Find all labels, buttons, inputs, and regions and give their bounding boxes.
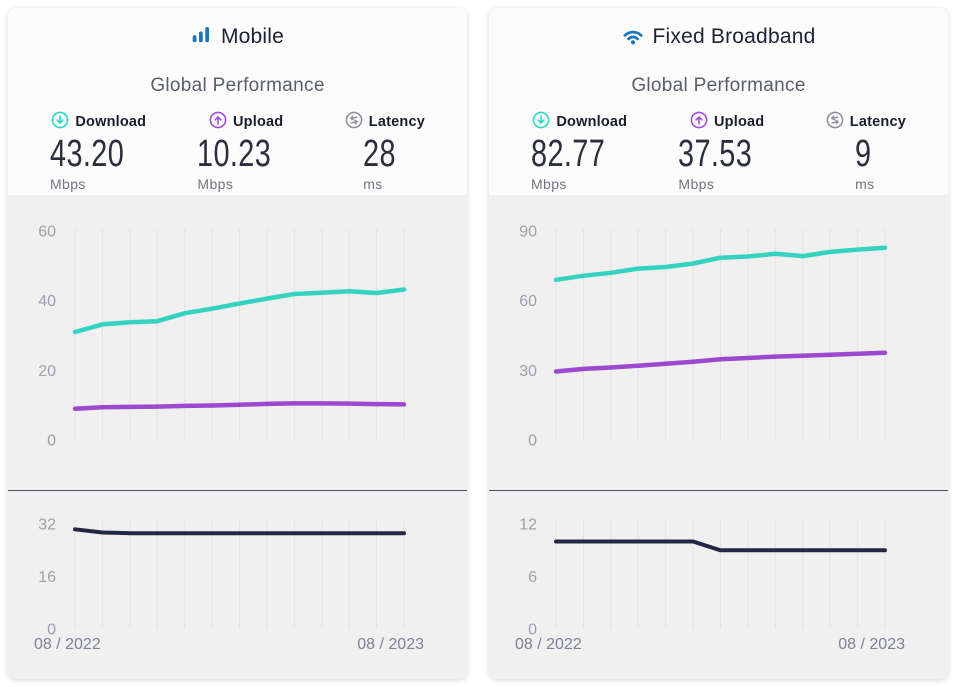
stat-unit: ms [855, 175, 875, 192]
latency-icon [345, 111, 363, 134]
fixed-broadband-panel: Fixed Broadband Global Performance Downl… [489, 8, 948, 679]
chart-divider [8, 490, 467, 491]
fixed-charts: 0 30 60 90 0 6 12 08 / 2022 08 / 2023 [489, 195, 948, 679]
svg-text:0: 0 [47, 433, 56, 450]
svg-text:0: 0 [528, 622, 537, 639]
mobile-charts: 0 20 40 60 0 16 32 08 / 2022 08 / 2023 [8, 195, 467, 679]
chart-divider [489, 490, 948, 491]
stat-label: Upload [233, 114, 284, 130]
stat-value: 37.53 [678, 133, 753, 175]
stat-value: 9 [855, 133, 872, 175]
svg-text:32: 32 [38, 517, 56, 534]
svg-text:30: 30 [519, 363, 537, 380]
stat-value: 43.20 [50, 133, 125, 175]
stat-unit: Mbps [197, 175, 234, 192]
mobile-speed-chart: 0 20 40 60 [38, 224, 407, 450]
mobile-bars-icon [191, 24, 212, 50]
svg-text:60: 60 [38, 224, 56, 241]
svg-text:20: 20 [38, 363, 56, 380]
mobile-latency-chart: 0 16 32 08 / 2022 08 / 2023 [34, 517, 424, 654]
stat-label: Latency [368, 114, 425, 130]
svg-text:08 / 2023: 08 / 2023 [838, 636, 905, 653]
panel-title: Mobile [220, 25, 285, 48]
upload-icon [690, 111, 708, 134]
fixed-panel-header: Fixed Broadband Global Performance Downl… [489, 8, 948, 195]
svg-text:08 / 2023: 08 / 2023 [357, 636, 424, 653]
stat-unit: ms [363, 175, 383, 192]
stat-label: Download [75, 114, 147, 130]
svg-text:60: 60 [519, 293, 537, 310]
stat-download: Download 43.20 Mbps [50, 111, 148, 192]
fixed-speed-chart: 0 30 60 90 [519, 224, 888, 450]
stat-latency: Latency 28 ms [345, 111, 425, 192]
mobile-panel: Mobile Global Performance Download 43 [8, 8, 467, 679]
svg-text:6: 6 [528, 569, 537, 586]
wifi-icon [622, 25, 644, 50]
download-icon [51, 111, 69, 134]
stat-unit: Mbps [531, 175, 567, 192]
svg-text:08 / 2022: 08 / 2022 [34, 636, 101, 653]
stat-value: 28 [363, 133, 397, 175]
stat-value: 82.77 [531, 133, 606, 175]
svg-text:90: 90 [519, 224, 537, 241]
stats-row: Download 82.77 Mbps Upload [489, 111, 948, 192]
panel-title: Fixed Broadband [652, 25, 816, 48]
download-icon [532, 111, 550, 134]
stats-row: Download 43.20 Mbps Upload [8, 111, 467, 192]
svg-text:40: 40 [38, 293, 56, 310]
svg-text:0: 0 [47, 622, 56, 639]
fixed-latency-chart: 0 6 12 08 / 2022 08 / 2023 [515, 517, 905, 654]
stat-upload: Upload 37.53 Mbps [678, 111, 776, 192]
svg-text:16: 16 [38, 569, 56, 586]
stat-upload: Upload 10.23 Mbps [197, 111, 295, 192]
stat-label: Latency [849, 114, 906, 130]
stat-unit: Mbps [50, 175, 86, 192]
svg-text:0: 0 [528, 433, 537, 450]
svg-text:08 / 2022: 08 / 2022 [515, 636, 582, 653]
stat-unit: Mbps [678, 175, 715, 192]
stat-label: Download [556, 114, 628, 130]
stat-latency: Latency 9 ms [826, 111, 906, 192]
upload-icon [209, 111, 227, 134]
stat-download: Download 82.77 Mbps [531, 111, 629, 192]
mobile-panel-header: Mobile Global Performance Download 43 [8, 8, 467, 195]
stat-value: 10.23 [197, 133, 272, 175]
svg-text:12: 12 [519, 517, 537, 534]
latency-icon [826, 111, 844, 134]
stat-label: Upload [714, 114, 765, 130]
panel-subtitle: Global Performance [150, 75, 325, 96]
panel-subtitle: Global Performance [631, 75, 806, 96]
